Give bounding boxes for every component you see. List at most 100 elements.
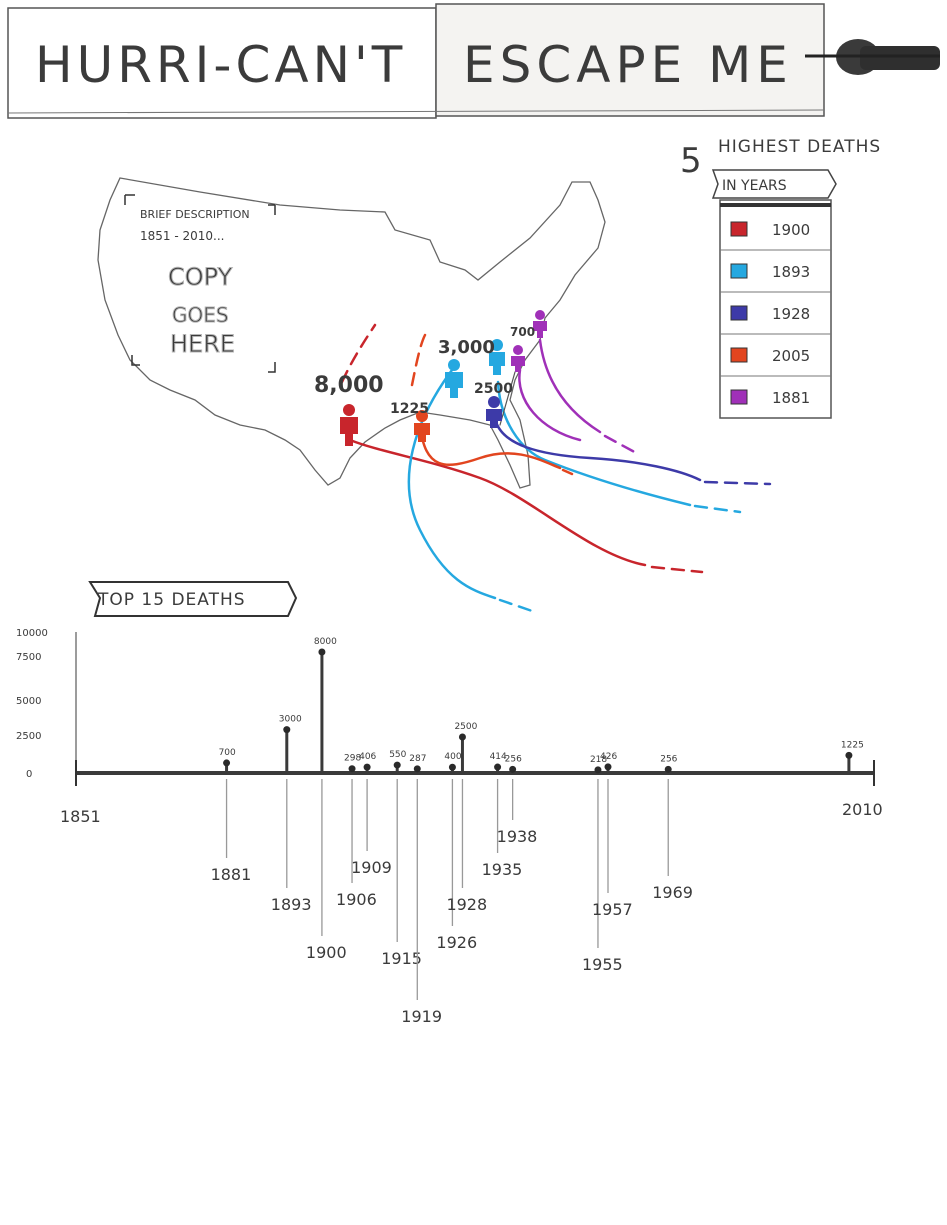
map-markers: 8,000 3,000 1225 2500 700 <box>314 310 547 446</box>
copy-placeholder-line-2: GOES <box>172 303 229 327</box>
year-label-1906: 1906 <box>336 890 377 909</box>
legend-subtitle: IN YEARS <box>722 178 787 194</box>
death-dot-1893 <box>283 726 291 734</box>
year-label-1928: 1928 <box>446 895 487 914</box>
map-label-1928: 2500 <box>474 381 513 397</box>
timeline-mark-1938: 256 1938 <box>497 754 538 846</box>
map-label-1900: 8,000 <box>314 373 384 398</box>
description-box: BRIEF DESCRIPTION 1851 - 2010... COPY GO… <box>124 194 276 373</box>
track-connector <box>499 371 516 426</box>
y-tick-5000: 5000 <box>16 696 41 707</box>
death-dot-1881 <box>223 759 231 767</box>
death-dot-1919 <box>413 765 421 773</box>
legend-swatch-1900 <box>730 221 748 237</box>
legend-number: 5 <box>680 141 702 181</box>
timeline-mark-1969: 256 1969 <box>652 754 693 902</box>
timeline-mark-1893: 3000 1893 <box>271 715 312 914</box>
track-1881-b <box>518 368 582 442</box>
legend-row-1893: 1893 <box>720 249 831 281</box>
y-tick-2500: 2500 <box>16 731 41 742</box>
map-label-1893: 3,000 <box>438 337 495 358</box>
hurricane-tracks <box>340 323 772 614</box>
legend-subtitle-banner: IN YEARS <box>711 169 837 199</box>
death-dot-1957 <box>604 763 612 771</box>
death-value-1915: 550 <box>389 750 406 760</box>
year-label-1900: 1900 <box>306 943 347 962</box>
legend-swatch-1881 <box>730 389 748 405</box>
title-left: HURRI-CAN'T <box>35 36 406 94</box>
track-2005-origin <box>410 333 427 387</box>
track-1893-b-dash <box>498 598 537 614</box>
year-label-1969: 1969 <box>652 883 693 902</box>
copy-placeholder-line-3: HERE <box>170 330 235 358</box>
timeline-mark-1926: 400 1926 <box>436 752 477 952</box>
death-value-1938: 256 <box>505 754 522 764</box>
legend-year-1928: 1928 <box>772 305 810 323</box>
death-value-1909: 406 <box>359 752 376 762</box>
year-label-1957: 1957 <box>592 900 633 919</box>
year-label-1909: 1909 <box>351 858 392 877</box>
timeline-mark-1909: 406 1909 <box>351 752 392 877</box>
timeline-title-banner: TOP 15 DEATHS <box>88 581 298 617</box>
track-1900-origin <box>340 323 377 384</box>
map-label-2005: 1225 <box>390 401 429 417</box>
legend: 5 HIGHEST DEATHS IN YEARS 1900 1893 1928 20… <box>680 137 881 419</box>
track-1900 <box>348 438 647 567</box>
legend-row-1900: 1900 <box>730 221 810 239</box>
legend-swatch-2005 <box>730 347 748 363</box>
track-1928-dash <box>703 480 772 486</box>
timeline-mark-1900: 8000 1900 <box>306 637 347 962</box>
person-icon-1928 <box>486 396 502 428</box>
timeline-mark-2005: 1225 <box>841 740 864 773</box>
death-value-1935: 414 <box>490 752 507 762</box>
timeline-mark-1955: 218 1955 <box>582 755 623 974</box>
person-icon-1900 <box>340 404 358 446</box>
death-value-1906: 298 <box>344 754 361 764</box>
description-years: 1851 - 2010... <box>140 229 224 243</box>
track-1900-dash <box>650 565 704 574</box>
timeline-start-label: 1851 <box>60 807 101 826</box>
track-1881-dash <box>603 434 642 457</box>
legend-year-1893: 1893 <box>772 263 810 281</box>
us-map <box>97 177 606 489</box>
death-dot-1938 <box>509 765 517 773</box>
us-map-outline <box>97 177 606 489</box>
legend-year-1900: 1900 <box>772 221 810 239</box>
year-label-1935: 1935 <box>482 860 523 879</box>
year-label-1881: 1881 <box>211 865 252 884</box>
scribble-knob-icon <box>805 39 940 75</box>
year-label-1893: 1893 <box>271 895 312 914</box>
track-2005 <box>418 423 562 470</box>
track-1893 <box>496 380 692 507</box>
legend-year-2005: 2005 <box>772 347 810 365</box>
legend-row-2005: 2005 <box>720 333 831 365</box>
timeline-end-label: 2010 <box>842 800 883 819</box>
header-banner: HURRI-CAN'T ESCAPE ME <box>7 3 940 119</box>
timeline-mark-1935: 414 1935 <box>482 752 523 879</box>
person-icon-1881 <box>511 310 547 372</box>
timeline-title: TOP 15 DEATHS <box>97 590 246 610</box>
description-heading: BRIEF DESCRIPTION <box>140 208 250 221</box>
timeline: TOP 15 DEATHS 10000 7500 5000 2500 0 185… <box>16 581 883 1026</box>
death-value-1919: 287 <box>409 754 426 764</box>
legend-title: HIGHEST DEATHS <box>718 137 881 157</box>
death-dot-1926 <box>448 763 456 771</box>
year-label-1955: 1955 <box>582 955 623 974</box>
title-right: ESCAPE ME <box>463 36 793 94</box>
copy-placeholder-line-1: COPY <box>168 263 233 291</box>
timeline-mark-1919: 287 1919 <box>401 754 442 1026</box>
timeline-mark-1957: 426 1957 <box>592 752 633 919</box>
y-tick-7500: 7500 <box>16 652 41 663</box>
death-value-1926: 400 <box>444 752 461 762</box>
death-dot-1915 <box>393 761 401 769</box>
y-tick-0: 0 <box>26 769 32 780</box>
track-2005-dash <box>561 468 574 476</box>
legend-year-1881: 1881 <box>772 389 810 407</box>
track-1893-dash <box>693 504 742 514</box>
person-icon-2005 <box>414 410 430 442</box>
death-value-1955: 218 <box>590 755 607 765</box>
death-dot-1969 <box>664 765 672 773</box>
death-dot-1935 <box>494 763 502 771</box>
death-value-1893: 3000 <box>279 715 302 725</box>
legend-row-1881: 1881 <box>720 375 831 407</box>
